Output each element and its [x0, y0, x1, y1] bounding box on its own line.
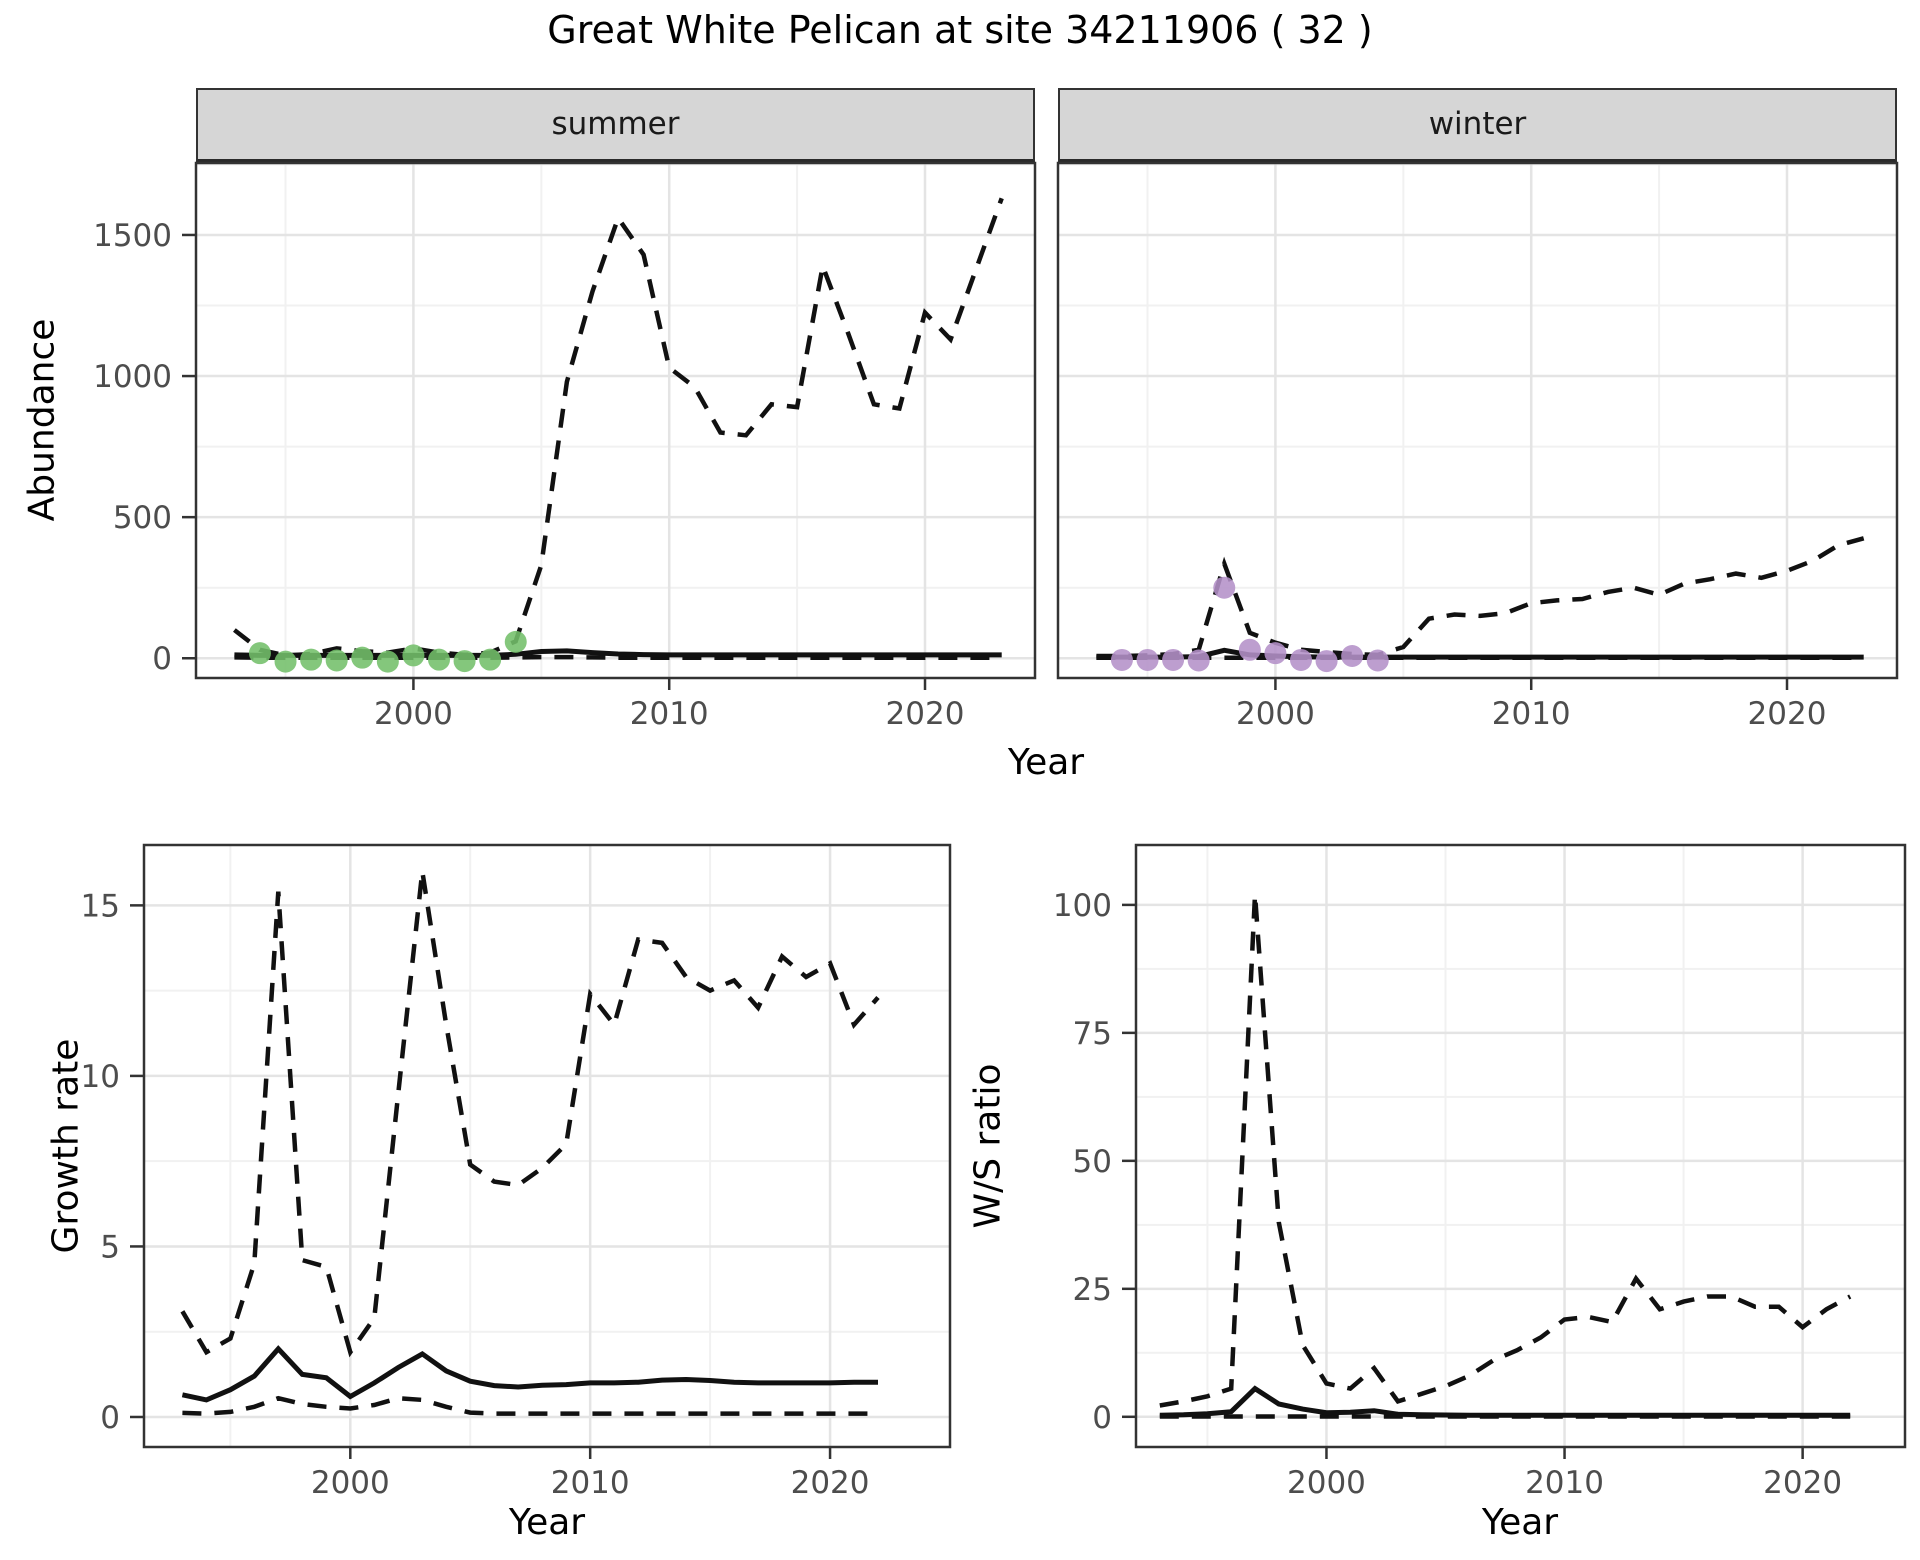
- x-tick-label: 2020: [1763, 1465, 1842, 1501]
- series-upper_ci-line: [1096, 536, 1865, 659]
- observation-point: [1238, 638, 1261, 661]
- x-tick-label: 2010: [1525, 1465, 1604, 1501]
- y-axis-title-abundance: Abundance: [21, 318, 63, 522]
- y-tick-label: 0: [152, 641, 172, 677]
- observation-point: [1264, 642, 1287, 665]
- panel-border: [1056, 161, 1899, 680]
- observation-point: [1315, 650, 1338, 673]
- series-upper_ci-line: [1159, 894, 1852, 1408]
- panel-border: [142, 843, 952, 1449]
- x-tick-label: 2010: [1492, 696, 1571, 732]
- series-group-growth_rate: [180, 870, 880, 1416]
- series-median-line: [1096, 647, 1864, 660]
- x-tick-label: 2020: [886, 696, 965, 732]
- observation-point: [504, 630, 527, 653]
- y-tick-label: 10: [81, 1059, 120, 1095]
- observation-point: [402, 644, 425, 667]
- x-tick-label: 2000: [374, 696, 453, 732]
- x-tick-label: 2000: [1236, 696, 1315, 732]
- observation-point: [479, 648, 502, 671]
- series-group-ws_ratio: [1159, 894, 1852, 1419]
- y-tick-label: 25: [1073, 1272, 1112, 1308]
- y-tick-label: 0: [1092, 1400, 1112, 1436]
- facet-strip-winter-label: winter: [1428, 106, 1527, 142]
- series-median-line: [181, 1345, 878, 1403]
- facet-strip-summer: summer: [196, 88, 1035, 163]
- y-axis-title-ws-ratio: W/S ratio: [967, 1063, 1009, 1229]
- observation-point: [351, 646, 374, 669]
- x-axis-title-ws: Year: [1481, 1502, 1559, 1543]
- y-tick-label: 1500: [93, 218, 172, 254]
- observation-point: [1162, 648, 1185, 671]
- facet-strip-winter: winter: [1058, 88, 1897, 163]
- x-tick-label: 2010: [551, 1465, 630, 1501]
- observation-point: [1187, 649, 1210, 672]
- observation-point: [1366, 649, 1389, 672]
- observation-point: [1110, 648, 1133, 671]
- x-axis-title-growth: Year: [508, 1502, 586, 1543]
- observation-point: [453, 650, 476, 673]
- y-tick-label: 500: [113, 500, 172, 536]
- x-tick-label: 2020: [791, 1465, 870, 1501]
- y-tick-label: 1000: [93, 359, 172, 395]
- series-median-line: [234, 648, 1002, 658]
- x-tick-label: 2000: [1287, 1465, 1366, 1501]
- observation-point: [1213, 576, 1236, 599]
- series-group-abundance_summer: [233, 197, 1004, 673]
- observation-point: [1290, 648, 1313, 671]
- facet-strip-summer-label: summer: [551, 106, 680, 142]
- observation-point: [300, 648, 323, 671]
- observation-point: [325, 649, 348, 672]
- chart-title: Great White Pelican at site 34211906 ( 3…: [547, 8, 1373, 52]
- y-tick-label: 50: [1073, 1144, 1112, 1180]
- series-lower_ci-line: [182, 1395, 878, 1416]
- observation-point: [1136, 648, 1159, 671]
- y-tick-label: 0: [100, 1400, 120, 1436]
- y-tick-label: 100: [1053, 888, 1112, 924]
- observation-point: [376, 650, 399, 673]
- x-tick-label: 2010: [630, 696, 709, 732]
- observation-point: [248, 642, 271, 665]
- x-axis-title-top: Year: [1007, 742, 1085, 783]
- observation-point: [428, 648, 451, 671]
- panel-border: [194, 161, 1037, 680]
- series-median-line: [1159, 1385, 1851, 1418]
- y-tick-label: 5: [100, 1229, 120, 1265]
- observation-point: [274, 650, 297, 673]
- x-tick-label: 2020: [1748, 696, 1827, 732]
- observation-point: [1341, 644, 1364, 667]
- series-group-abundance_winter: [1096, 536, 1865, 673]
- y-tick-label: 15: [81, 888, 120, 924]
- y-axis-title-growth-rate: Growth rate: [45, 1038, 87, 1254]
- x-tick-label: 2000: [311, 1465, 390, 1501]
- series-upper_ci-line: [180, 870, 880, 1358]
- panel-border: [1134, 843, 1907, 1449]
- y-tick-label: 75: [1073, 1016, 1112, 1052]
